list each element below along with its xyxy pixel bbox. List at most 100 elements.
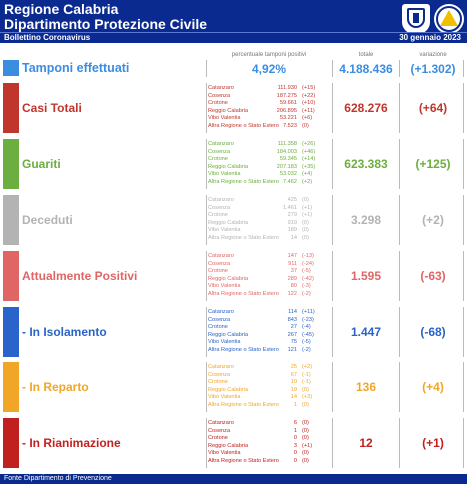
province-name: Cosenza (208, 148, 231, 155)
province-delta: (0) (302, 386, 309, 393)
province-name: Cosenza (208, 92, 231, 99)
bulletin-bar: Bollettino Coronavirus 30 gennaio 2023 (0, 32, 467, 43)
province-delta: (0) (302, 234, 309, 241)
province-value: 206.895 (276, 107, 297, 114)
province-name: Cosenza (208, 427, 231, 434)
section-total: 623.383 (344, 157, 388, 171)
province-name: Crotone (208, 435, 228, 442)
province-row: Vibo Valentia 53.032 (+4) (208, 171, 330, 179)
province-name: Altra Regione o Stato Estero (208, 401, 279, 408)
province-delta: (-2) (302, 346, 311, 353)
province-delta: (+1) (302, 442, 313, 449)
province-delta: (-24) (302, 260, 314, 267)
region-crest-icon (402, 4, 430, 34)
province-row: Cosenza 1 (0) (208, 428, 330, 436)
province-delta: (-5) (302, 339, 311, 346)
province-value: 843 (287, 316, 297, 323)
section-color-bar (3, 362, 19, 412)
province-row: Cosenza 1.461 (+1) (208, 205, 330, 213)
section-total: 3.298 (350, 213, 382, 227)
province-row: Reggio Calabria 207.183 (+35) (208, 164, 330, 172)
province-value: 121 (287, 346, 297, 353)
section-color-bar (3, 195, 19, 245)
province-name: Altra Regione o Stato Estero (208, 234, 279, 241)
province-value: 911 (288, 260, 297, 267)
province-row: Catanzaro 114 (+11) (208, 309, 330, 317)
province-name: Crotone (208, 100, 228, 107)
section-color-bar (3, 251, 19, 301)
province-delta: (+26) (302, 141, 316, 147)
percent-column-header: percentuale tamponi positivi (231, 52, 307, 58)
section-divider (206, 251, 207, 301)
section-variation: (+2) (422, 213, 444, 227)
province-value: 6 (293, 420, 297, 426)
province-name: Catanzaro (208, 141, 234, 147)
province-delta: (-1) (302, 379, 311, 386)
province-delta: (+14) (302, 156, 316, 163)
province-value: 147 (287, 253, 297, 259)
province-row: Catanzaro 111.930 (+15) (208, 85, 330, 93)
section-divider (463, 195, 464, 245)
province-delta: (+22) (302, 92, 316, 99)
province-name: Vibo Valentia (208, 171, 241, 178)
section-divider (332, 195, 333, 245)
province-value: 1.461 (283, 204, 297, 211)
variation-column-header: variazione (419, 52, 447, 58)
province-name: Reggio Calabria (208, 442, 249, 449)
province-row: Reggio Calabria 206.895 (+11) (208, 108, 330, 116)
province-row: Catanzaro 147 (-13) (208, 253, 330, 261)
province-delta: (-13) (302, 253, 314, 259)
province-name: Crotone (208, 379, 228, 386)
province-delta: (0) (302, 420, 309, 426)
province-list: Catanzaro 25 (+2) Cosenza 67 (-1) Crotone 10 (-1… (208, 364, 330, 410)
section-divider (206, 418, 207, 468)
province-list: Catanzaro 425 (0) Cosenza 1.461 (+1) Crotone 27… (208, 197, 330, 243)
province-value: 919 (287, 219, 297, 226)
section-divider (463, 83, 464, 133)
tamponi-divider-end (463, 60, 464, 77)
section-divider (332, 418, 333, 468)
province-value: 80 (290, 283, 297, 290)
province-delta: (0) (302, 197, 309, 203)
province-name: Catanzaro (208, 253, 234, 259)
province-name: Reggio Calabria (208, 163, 249, 170)
tamponi-color-bar (3, 60, 19, 76)
province-value: 0 (293, 435, 297, 442)
section-divider (399, 418, 400, 468)
province-value: 1 (293, 401, 297, 408)
section-title: - In Reparto (22, 380, 89, 394)
province-value: 111.930 (277, 85, 297, 91)
province-row: Crotone 10 (-1) (208, 379, 330, 387)
footer: Fonte Dipartimento di Prevenzione (0, 474, 467, 484)
province-row: Reggio Calabria 919 (0) (208, 220, 330, 228)
province-value: 114 (288, 309, 297, 315)
province-row: Vibo Valentia 0 (0) (208, 450, 330, 458)
civil-protection-emblem-icon (434, 4, 464, 34)
province-delta: (+46) (302, 148, 316, 155)
province-name: Vibo Valentia (208, 339, 241, 346)
bulletin-date: 30 gennaio 2023 (399, 33, 461, 42)
province-row: Catanzaro 425 (0) (208, 197, 330, 205)
province-value: 67 (290, 371, 297, 378)
province-row: Altra Regione o Stato Estero 1 (0) (208, 402, 330, 410)
province-name: Vibo Valentia (208, 283, 241, 290)
province-name: Cosenza (208, 260, 231, 267)
section-divider (463, 139, 464, 189)
province-delta: (+1) (302, 204, 313, 211)
province-name: Vibo Valentia (208, 115, 241, 122)
section-title: - In Isolamento (22, 325, 107, 339)
province-value: 37 (290, 268, 297, 275)
province-row: Catanzaro 111.358 (+26) (208, 141, 330, 149)
section-divider (206, 139, 207, 189)
province-row: Crotone 37 (-5) (208, 268, 330, 276)
province-name: Crotone (208, 268, 228, 275)
province-delta: (0) (302, 450, 309, 457)
province-value: 111.358 (277, 141, 297, 147)
province-delta: (-5) (302, 268, 311, 275)
section-divider (332, 307, 333, 357)
province-name: Vibo Valentia (208, 394, 241, 401)
footer-source: Fonte Dipartimento di Prevenzione (4, 475, 112, 482)
province-value: 267 (287, 331, 297, 338)
province-row: Crotone 0 (0) (208, 435, 330, 443)
tamponi-total: 4.188.436 (339, 62, 393, 76)
